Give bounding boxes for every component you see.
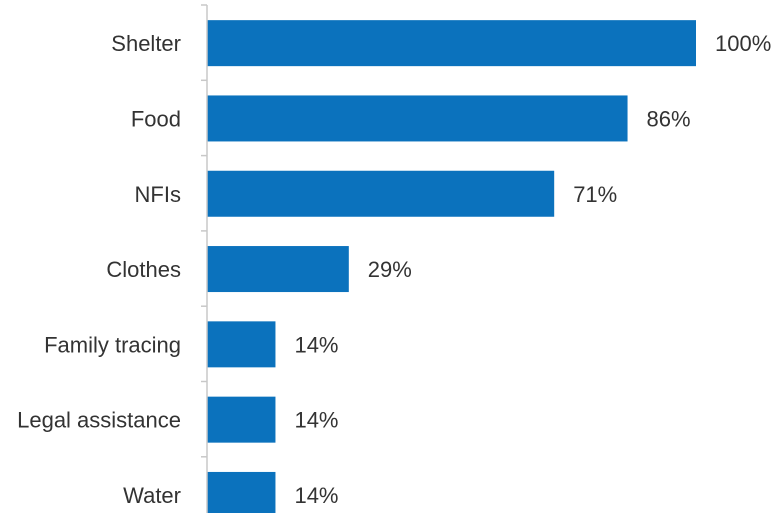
data-label: 100% bbox=[715, 31, 771, 56]
data-label: 71% bbox=[573, 182, 617, 207]
category-label: Water bbox=[123, 483, 181, 508]
category-label: Clothes bbox=[106, 257, 181, 282]
bar-family-tracing bbox=[207, 321, 276, 368]
category-label: NFIs bbox=[135, 182, 181, 207]
axis-group bbox=[201, 4, 208, 518]
category-label: Family tracing bbox=[44, 332, 181, 357]
category-label: Legal assistance bbox=[17, 408, 181, 433]
category-label: Shelter bbox=[111, 31, 181, 56]
bar-clothes bbox=[207, 246, 349, 293]
bar-water bbox=[207, 471, 276, 518]
data-label: 14% bbox=[294, 483, 338, 508]
data-label: 14% bbox=[294, 408, 338, 433]
data-label: 86% bbox=[647, 106, 691, 131]
bar-shelter bbox=[207, 20, 696, 67]
data-label: 14% bbox=[294, 332, 338, 357]
data-label: 29% bbox=[368, 257, 412, 282]
bar-food bbox=[207, 95, 628, 142]
bars-group bbox=[207, 20, 696, 518]
bar-nfis bbox=[207, 170, 555, 217]
bar-legal-assistance bbox=[207, 396, 276, 443]
labels-group: Shelter 100% Food 86% NFIs 71% Clothes 29% Famil… bbox=[17, 31, 771, 508]
category-label: Food bbox=[131, 106, 181, 131]
